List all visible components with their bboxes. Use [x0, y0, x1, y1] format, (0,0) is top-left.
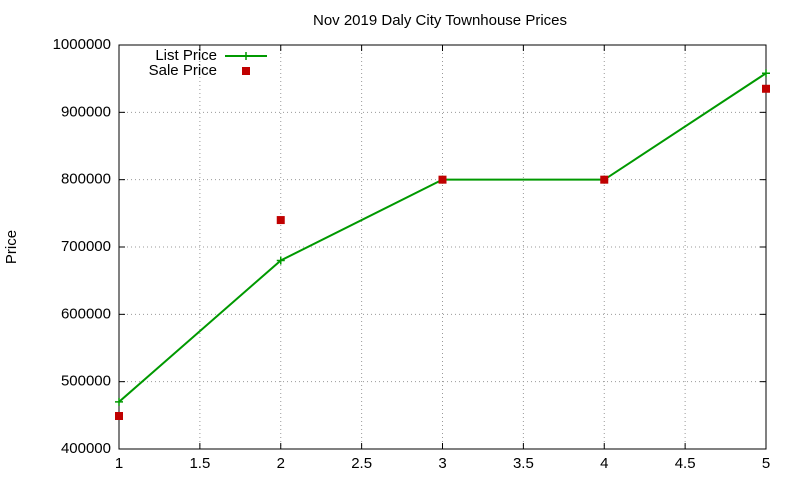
x-tick-label: 1.5: [189, 455, 210, 472]
y-tick-label: 1000000: [53, 36, 111, 53]
legend-marker: [242, 52, 250, 60]
y-tick-label: 800000: [61, 171, 111, 188]
data-point: [276, 256, 285, 265]
data-point: [762, 84, 770, 93]
y-tick-label: 400000: [61, 440, 111, 457]
x-tick-label: 3: [438, 455, 446, 472]
plot-border: [118, 44, 767, 450]
x-tick-label: 1: [115, 455, 123, 472]
x-tick-label: 4: [600, 455, 608, 472]
data-point: [762, 69, 770, 78]
legend-label: Sale Price: [149, 62, 217, 79]
y-tick-label: 700000: [61, 238, 111, 255]
x-tick-label: 2: [277, 455, 285, 472]
y-axis-label: Price: [3, 230, 20, 264]
chart-title: Nov 2019 Daly City Townhouse Prices: [313, 12, 567, 29]
legend-marker: [242, 67, 250, 75]
data-point: [115, 397, 123, 406]
legend-label: List Price: [155, 47, 217, 64]
x-tick-label: 3.5: [513, 455, 534, 472]
x-tick-label: 4.5: [675, 455, 696, 472]
y-tick-label: 600000: [61, 305, 111, 322]
data-point: [276, 216, 285, 225]
y-tick-label: 500000: [61, 373, 111, 390]
y-tick-label: 900000: [61, 103, 111, 120]
data-point: [600, 175, 609, 184]
x-tick-label: 5: [762, 455, 770, 472]
x-tick-label: 2.5: [351, 455, 372, 472]
data-point: [115, 412, 123, 421]
data-point: [438, 175, 447, 184]
